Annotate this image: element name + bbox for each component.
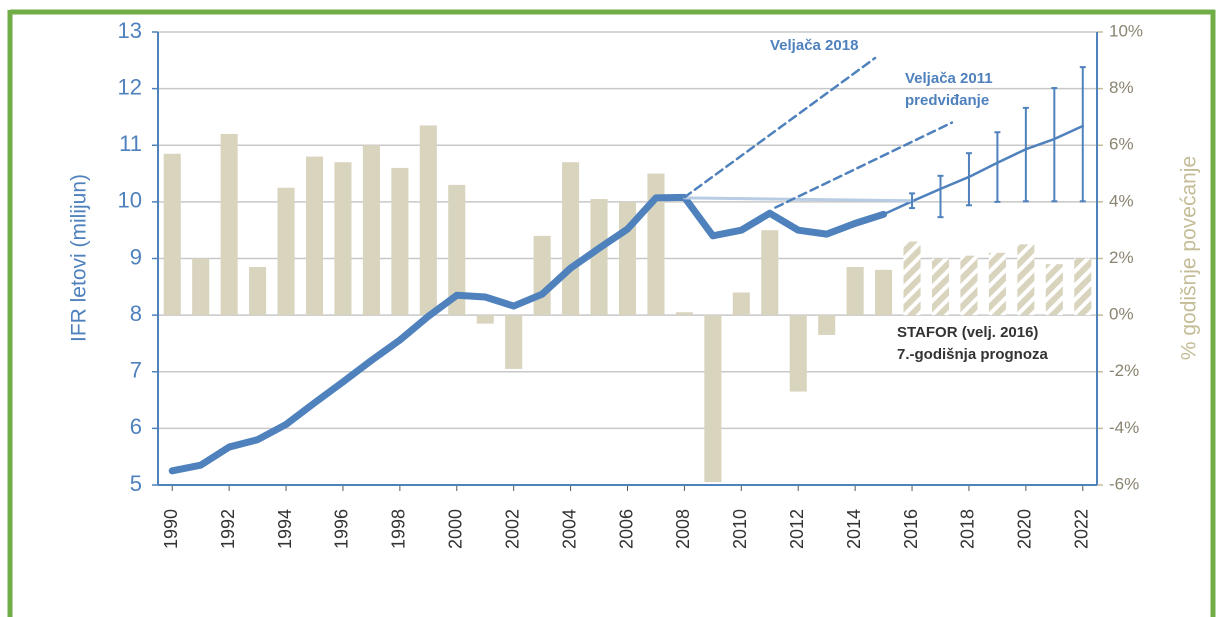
bar <box>277 187 295 316</box>
y2-tick-label: 6% <box>1109 135 1134 154</box>
y-tick-label: 12 <box>118 74 142 99</box>
y-tick-label: 7 <box>130 358 142 383</box>
y-tick-label: 13 <box>118 18 142 43</box>
x-tick-label: 2010 <box>730 509 750 549</box>
line <box>882 124 1085 216</box>
y2-axis-label: % godišnje povećanje <box>1178 156 1201 360</box>
bar <box>1045 264 1063 316</box>
y2-tick-label: 0% <box>1109 305 1134 324</box>
x-tick-label: 1990 <box>161 509 181 549</box>
y-tick-label: 11 <box>119 131 142 156</box>
bar <box>590 199 608 316</box>
x-tick-label: 2020 <box>1015 509 1035 549</box>
bar <box>903 241 921 316</box>
bar <box>988 252 1006 316</box>
x-tick-label: 2000 <box>446 509 466 549</box>
bar <box>732 292 750 316</box>
bar <box>192 258 210 316</box>
x-tick-label: 1992 <box>218 509 238 549</box>
y2-tick-label: 2% <box>1109 248 1134 267</box>
x-tick-label: 2018 <box>958 509 978 549</box>
y2-tick-label: 4% <box>1109 191 1134 210</box>
bar <box>391 167 409 316</box>
bar <box>419 125 437 316</box>
annotation: 7.-godišnja prognoza <box>897 346 1048 363</box>
bar <box>362 145 380 316</box>
bar <box>818 315 836 335</box>
x-tick-label: 2004 <box>559 509 579 549</box>
bar <box>220 133 238 316</box>
y-tick-label: 9 <box>130 244 142 269</box>
line <box>168 193 888 475</box>
y-tick-label: 10 <box>118 188 142 213</box>
bar <box>249 266 267 316</box>
x-tick-label: 2012 <box>787 509 807 549</box>
annotation: Veljača 2011 <box>905 70 993 87</box>
bar <box>163 153 181 316</box>
bar <box>448 184 466 316</box>
y2-tick-label: 10% <box>1109 21 1143 40</box>
bar <box>505 315 523 369</box>
bar <box>562 162 580 316</box>
bar <box>533 235 551 316</box>
x-tick-label: 2022 <box>1072 509 1092 549</box>
line <box>683 56 877 199</box>
bar <box>334 162 352 316</box>
bar <box>704 315 722 483</box>
x-tick-label: 1996 <box>332 509 352 549</box>
annotation: predviđanje <box>905 92 989 109</box>
bar <box>1017 244 1035 316</box>
x-tick-label: 2008 <box>673 509 693 549</box>
bar <box>476 315 494 324</box>
y-tick-label: 6 <box>130 414 142 439</box>
y2-tick-label: -6% <box>1109 474 1139 493</box>
x-tick-label: 2002 <box>502 509 522 549</box>
x-tick-label: 1998 <box>389 509 409 549</box>
x-tick-label: 2016 <box>901 509 921 549</box>
bar <box>875 269 893 316</box>
x-tick-label: 2014 <box>844 509 864 549</box>
annotation: STAFOR (velj. 2016) <box>897 324 1038 341</box>
bar <box>931 258 950 316</box>
y-tick-label: 8 <box>130 301 142 326</box>
bar <box>305 156 324 316</box>
bar <box>846 266 864 316</box>
bar <box>1074 258 1092 316</box>
y2-tick-label: -2% <box>1109 361 1139 380</box>
x-tick-label: 2006 <box>616 509 636 549</box>
y-tick-label: 5 <box>130 471 142 496</box>
line <box>774 121 954 209</box>
y2-tick-label: -4% <box>1109 418 1139 437</box>
annotation: Veljača 2018 <box>770 37 858 54</box>
bar <box>761 230 779 316</box>
line <box>682 196 914 203</box>
bar <box>647 173 665 316</box>
bar <box>960 255 978 316</box>
bar <box>675 312 693 316</box>
x-tick-label: 1994 <box>275 509 295 549</box>
y-axis-label: IFR letovi (milijun) <box>68 174 91 342</box>
bar <box>789 315 807 392</box>
y2-tick-label: 8% <box>1109 78 1134 97</box>
